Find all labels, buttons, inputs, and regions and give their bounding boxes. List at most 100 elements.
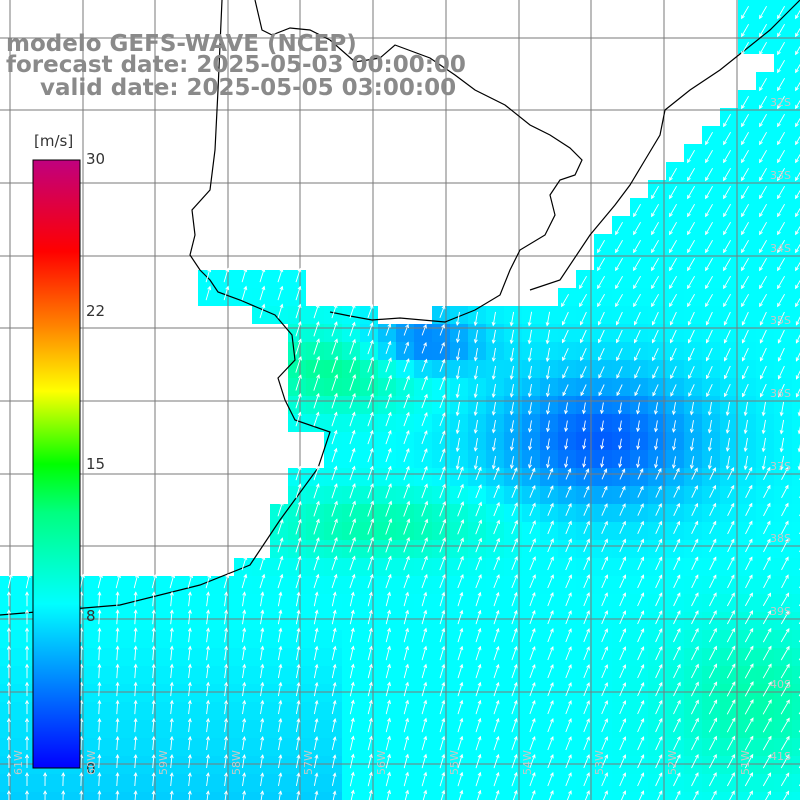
wind-arrow xyxy=(367,627,373,643)
wind-arrow xyxy=(169,591,174,607)
wind-arrow xyxy=(367,735,373,751)
wind-arrow xyxy=(295,321,302,337)
wind-arrow xyxy=(224,717,229,733)
wind-arrow xyxy=(331,483,338,499)
wind-arrow xyxy=(637,468,644,480)
wind-arrow xyxy=(278,699,283,715)
latitude-label: 32S xyxy=(770,96,791,109)
wind-arrow xyxy=(673,717,681,733)
wind-arrow xyxy=(511,717,518,733)
wind-arrow xyxy=(473,311,478,327)
wind-arrow xyxy=(313,663,319,679)
wind-arrow xyxy=(385,429,392,445)
wind-arrow xyxy=(491,347,496,362)
wind-arrow xyxy=(169,681,174,697)
colorbar-unit: [m/s] xyxy=(34,132,74,150)
wind-arrow xyxy=(669,167,677,182)
wind-arrow xyxy=(690,699,699,715)
wind-arrow xyxy=(439,466,446,481)
wind-arrow xyxy=(349,735,355,751)
wind-arrow xyxy=(151,754,156,769)
wind-arrow xyxy=(633,275,641,290)
wind-arrow xyxy=(690,717,699,733)
wind-arrow xyxy=(723,293,731,308)
wind-arrow xyxy=(439,717,446,733)
wind-arrow xyxy=(707,438,712,452)
wind-arrow xyxy=(79,772,84,787)
wind-arrow xyxy=(619,556,627,571)
wind-speed-cell xyxy=(792,774,800,792)
wind-arrow xyxy=(584,790,590,800)
wind-arrow xyxy=(403,663,409,679)
wind-arrow xyxy=(579,293,587,308)
wind-arrow xyxy=(637,574,645,589)
wind-arrow xyxy=(795,153,800,164)
wind-arrow xyxy=(633,329,641,344)
wind-arrow xyxy=(743,455,748,471)
wind-arrow xyxy=(206,663,210,679)
wind-arrow xyxy=(313,338,320,355)
wind-arrow xyxy=(187,772,192,787)
wind-arrow xyxy=(741,275,749,290)
wind-arrow xyxy=(509,402,514,416)
wind-arrow xyxy=(781,502,789,517)
wind-arrow xyxy=(61,790,66,800)
wind-arrow xyxy=(367,717,373,733)
wind-arrow xyxy=(726,645,736,661)
wind-arrow xyxy=(187,645,192,661)
wind-arrow xyxy=(439,591,446,607)
wind-arrow xyxy=(421,448,428,463)
wind-arrow xyxy=(97,645,102,661)
wind-arrow xyxy=(673,574,681,589)
wind-arrow xyxy=(705,239,713,254)
wind-arrow xyxy=(260,717,265,733)
wind-arrow xyxy=(385,357,392,373)
wind-arrow xyxy=(242,627,247,643)
wind-arrow xyxy=(529,735,536,751)
wind-arrow xyxy=(637,681,645,697)
wind-speed-cell xyxy=(792,612,800,630)
wind-arrow xyxy=(385,591,391,607)
wind-arrow xyxy=(709,610,717,625)
wind-arrow xyxy=(708,645,717,661)
wind-arrow xyxy=(741,149,749,164)
wind-arrow xyxy=(439,735,446,751)
wind-arrow xyxy=(636,438,641,450)
valid-date: valid date: 2025-05-05 03:00:00 xyxy=(40,75,457,101)
wind-arrow xyxy=(331,754,337,769)
wind-arrow xyxy=(669,221,677,236)
wind-arrow xyxy=(439,627,446,643)
wind-speed-cell xyxy=(504,792,522,800)
wind-arrow xyxy=(25,609,29,625)
wind-arrow xyxy=(224,627,229,643)
wind-arrow xyxy=(224,609,229,625)
longitude-label: 51W xyxy=(739,750,752,775)
wind-arrow xyxy=(79,790,84,800)
wind-arrow xyxy=(655,610,663,625)
wind-speed-cell xyxy=(792,486,800,504)
wind-arrow xyxy=(763,538,771,553)
wind-arrow xyxy=(511,627,518,643)
wind-arrow xyxy=(619,646,627,661)
wind-arrow xyxy=(6,699,11,715)
wind-arrow xyxy=(493,555,500,571)
longitude-label: 55W xyxy=(448,750,461,775)
wind-speed-cell xyxy=(756,792,774,800)
wind-speed-cell xyxy=(792,576,800,594)
wind-arrow xyxy=(224,681,229,697)
wind-arrow xyxy=(151,663,156,679)
wind-arrow xyxy=(565,772,572,787)
wind-arrow xyxy=(511,645,518,661)
wind-arrow xyxy=(6,681,11,697)
wind-arrow xyxy=(781,574,789,589)
wind-arrow xyxy=(313,736,319,751)
wind-arrow xyxy=(97,663,102,679)
wind-arrow xyxy=(777,113,785,128)
wind-arrow xyxy=(224,790,228,800)
wind-arrow xyxy=(529,753,536,769)
wind-arrow xyxy=(709,467,716,480)
wind-arrow xyxy=(673,538,681,553)
wind-arrow xyxy=(385,374,392,391)
wind-arrow xyxy=(723,257,731,272)
wind-arrow xyxy=(349,663,355,679)
